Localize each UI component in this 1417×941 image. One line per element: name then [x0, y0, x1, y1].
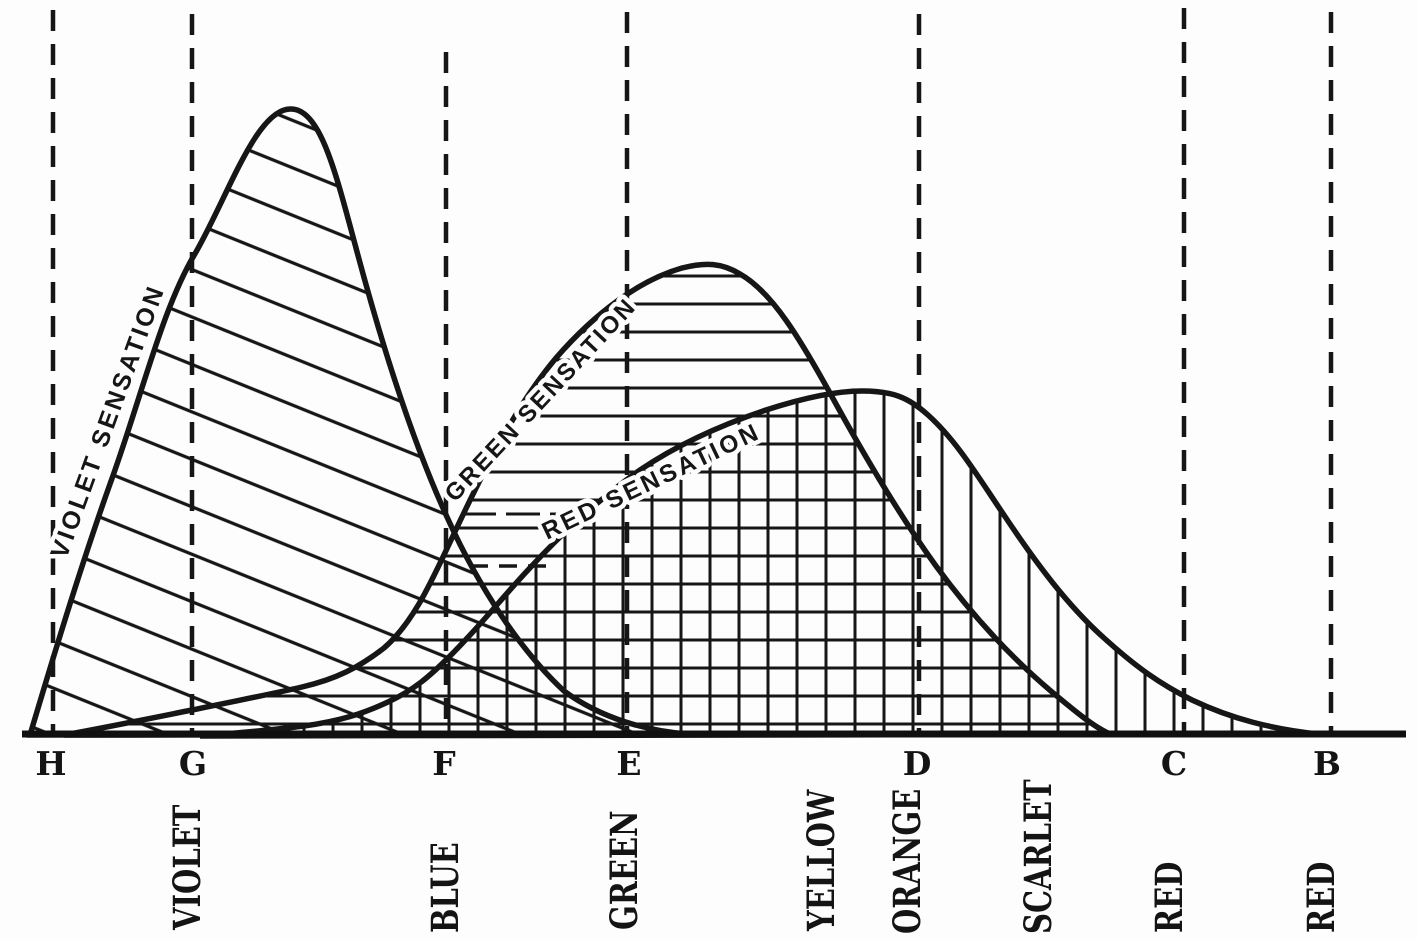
band-label-blue: BLUE [422, 842, 467, 933]
band-label-green: GREEN [601, 810, 646, 930]
fraunhofer-letter-e: E [616, 744, 641, 783]
band-label-yellow: YELLOW [798, 789, 843, 932]
band-label-scarlet: SCARLET [1015, 779, 1060, 934]
fraunhofer-letter-b: B [1313, 744, 1341, 783]
fraunhofer-letter-g: G [179, 744, 207, 783]
fraunhofer-letter-c: C [1161, 744, 1187, 783]
band-label-orange: ORANGE [884, 789, 929, 934]
fraunhofer-letter-h: H [35, 744, 66, 783]
band-label-red-c: RED [1146, 862, 1191, 933]
band-label-violet: VIOLET [164, 805, 209, 931]
fraunhofer-letter-d: D [903, 744, 932, 783]
fraunhofer-letter-f: F [432, 744, 455, 783]
band-label-red-b: RED [1298, 862, 1343, 933]
